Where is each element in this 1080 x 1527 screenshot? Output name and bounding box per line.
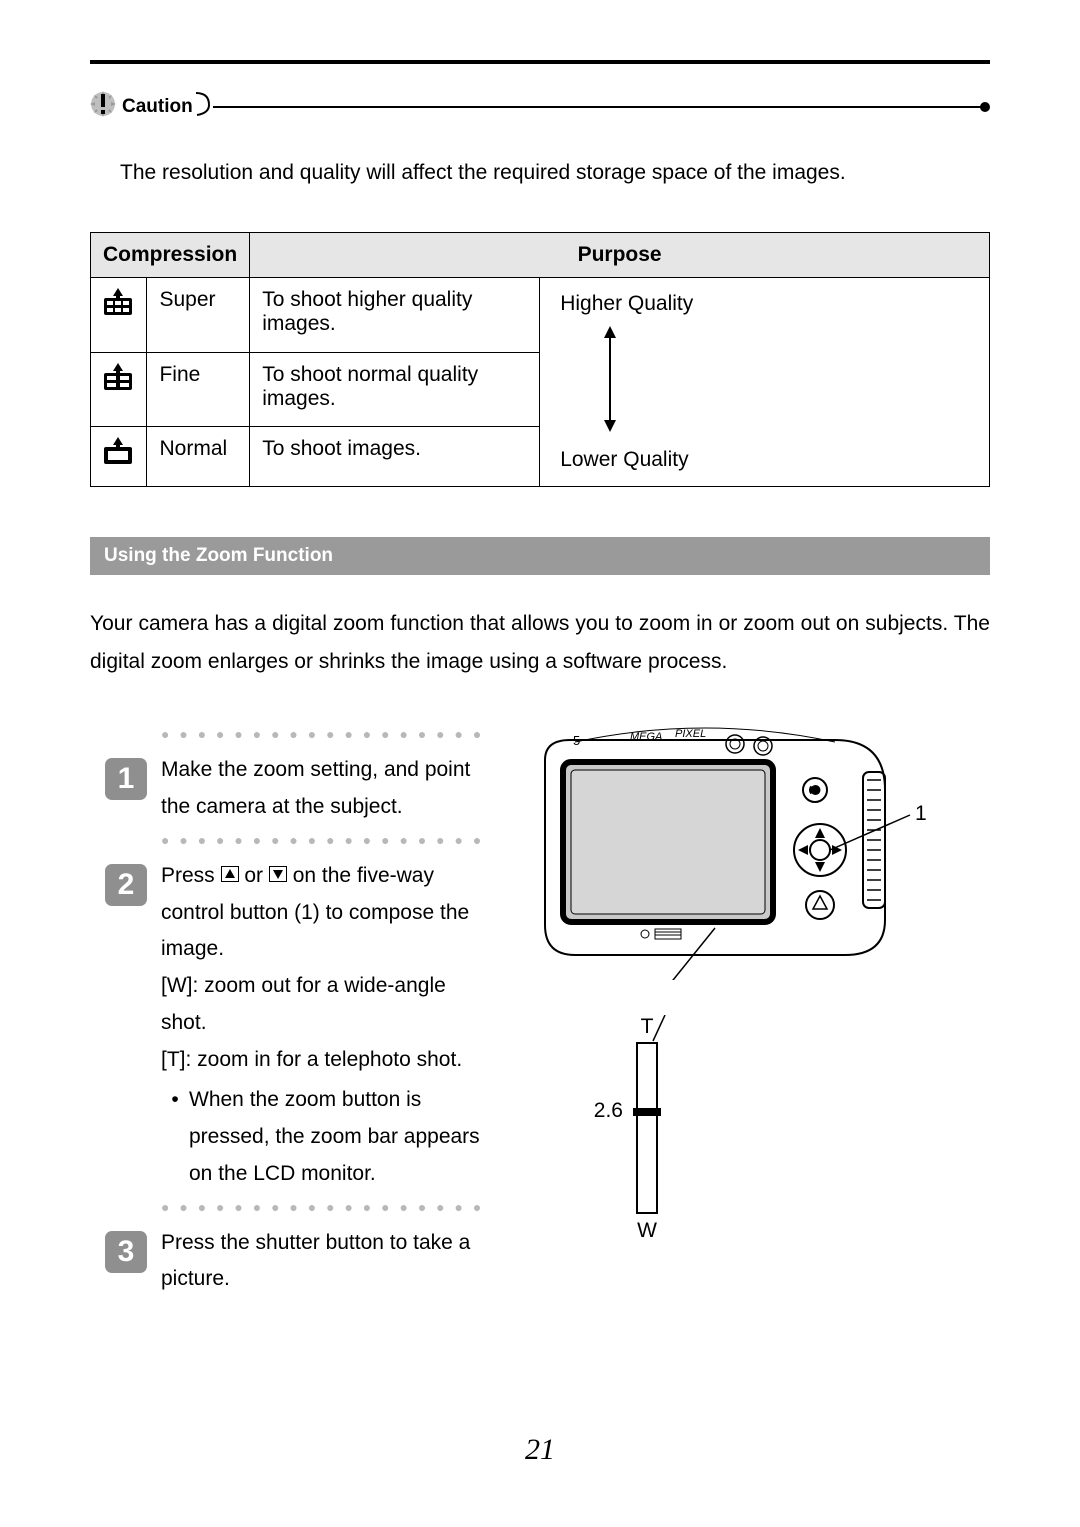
- caution-icon: [90, 89, 116, 124]
- top-rule: [90, 60, 990, 64]
- step-2: 2 Press or on the five-way control butto…: [105, 858, 485, 1193]
- step-2a: Press: [161, 864, 221, 887]
- zoom-bar-diagram: T 2.6 W: [575, 1015, 725, 1245]
- bullet-icon: •: [161, 1082, 189, 1192]
- dotline-3: ● ● ● ● ● ● ● ● ● ● ● ● ● ● ● ● ● ● ● ● …: [161, 1199, 485, 1215]
- step-2w: [W]: zoom out for a wide-angle shot.: [161, 968, 485, 1042]
- zoom-t-label: T: [641, 1015, 654, 1038]
- caution-line-dot: [980, 102, 990, 112]
- name-super: Super: [147, 277, 250, 352]
- step-3-text: Press the shutter button to take a pictu…: [161, 1225, 485, 1299]
- name-fine: Fine: [147, 352, 250, 427]
- step-2-bullet: When the zoom button is pressed, the zoo…: [189, 1082, 485, 1192]
- step-num-2: 2: [105, 864, 147, 906]
- caution-line: [213, 106, 982, 108]
- zoom-value: 2.6: [594, 1099, 623, 1122]
- step-2t: [T]: zoom in for a telephoto shot.: [161, 1042, 485, 1079]
- icon-fine: [91, 352, 147, 427]
- dotline-2: ● ● ● ● ● ● ● ● ● ● ● ● ● ● ● ● ● ● ● ● …: [161, 832, 485, 848]
- dotline-1: ● ● ● ● ● ● ● ● ● ● ● ● ● ● ● ● ● ● ● ● …: [161, 726, 485, 742]
- name-normal: Normal: [147, 427, 250, 487]
- higher-quality-label: Higher Quality: [560, 292, 969, 316]
- quality-scale: Higher Quality Lower Quality: [540, 277, 990, 486]
- step-3: 3 Press the shutter button to take a pic…: [105, 1225, 485, 1299]
- step-num-3: 3: [105, 1231, 147, 1273]
- caution-text: The resolution and quality will affect t…: [120, 154, 990, 192]
- page-number: 21: [0, 1433, 1080, 1467]
- purpose-fine: To shoot normal quality images.: [250, 352, 540, 427]
- lower-quality-label: Lower Quality: [560, 448, 969, 472]
- icon-normal: [91, 427, 147, 487]
- zoom-w-label: W: [637, 1219, 657, 1242]
- step-1: 1 Make the zoom setting, and point the c…: [105, 752, 485, 826]
- section-intro: Your camera has a digital zoom function …: [90, 605, 990, 681]
- step-num-1: 1: [105, 758, 147, 800]
- svg-text:MEGA: MEGA: [630, 731, 662, 743]
- svg-text:5: 5: [573, 733, 580, 748]
- th-purpose: Purpose: [250, 232, 990, 277]
- th-compression: Compression: [91, 232, 250, 277]
- purpose-super: To shoot higher quality images.: [250, 277, 540, 352]
- caution-row: Caution: [90, 89, 990, 124]
- callout-1: 1: [915, 802, 927, 825]
- svg-text:PIXEL: PIXEL: [675, 728, 706, 740]
- down-triangle-icon: [269, 858, 287, 895]
- quality-arrow-icon: [600, 324, 620, 434]
- step-1-text: Make the zoom setting, and point the cam…: [161, 752, 485, 826]
- icon-super: [91, 277, 147, 352]
- step-2b: or: [244, 864, 269, 887]
- caution-label: Caution: [122, 96, 193, 118]
- purpose-normal: To shoot images.: [250, 427, 540, 487]
- caution-curve: [195, 91, 215, 122]
- section-title: Using the Zoom Function: [90, 537, 990, 575]
- camera-illustration: MEGA PIXEL 5: [515, 720, 935, 980]
- compression-table: Compression Purpose Super To shoot highe…: [90, 232, 990, 487]
- up-triangle-icon: [221, 858, 239, 895]
